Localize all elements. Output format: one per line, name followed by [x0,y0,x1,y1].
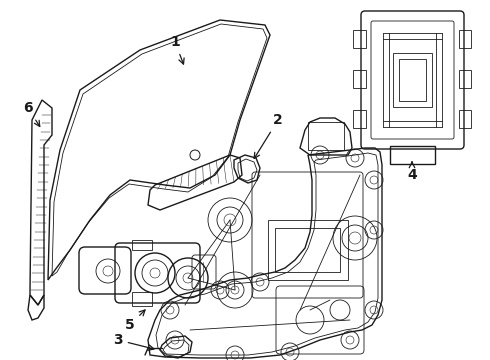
Bar [268,220,348,280]
Bar [132,240,152,250]
Bar [399,59,426,101]
Text: 3: 3 [113,333,154,350]
Bar [132,292,152,306]
Bar [353,110,366,128]
Text: 4: 4 [407,162,417,182]
Bar [459,30,471,48]
Bar [353,30,366,48]
Text: 2: 2 [254,113,283,158]
Bar [393,53,432,107]
Text: 5: 5 [125,310,145,332]
Bar [275,228,340,272]
Text: 6: 6 [23,101,40,126]
Bar [459,110,471,128]
Bar [459,70,471,88]
Bar [353,70,366,88]
Bar [308,122,344,150]
Text: 1: 1 [170,35,184,64]
Bar [390,146,435,164]
